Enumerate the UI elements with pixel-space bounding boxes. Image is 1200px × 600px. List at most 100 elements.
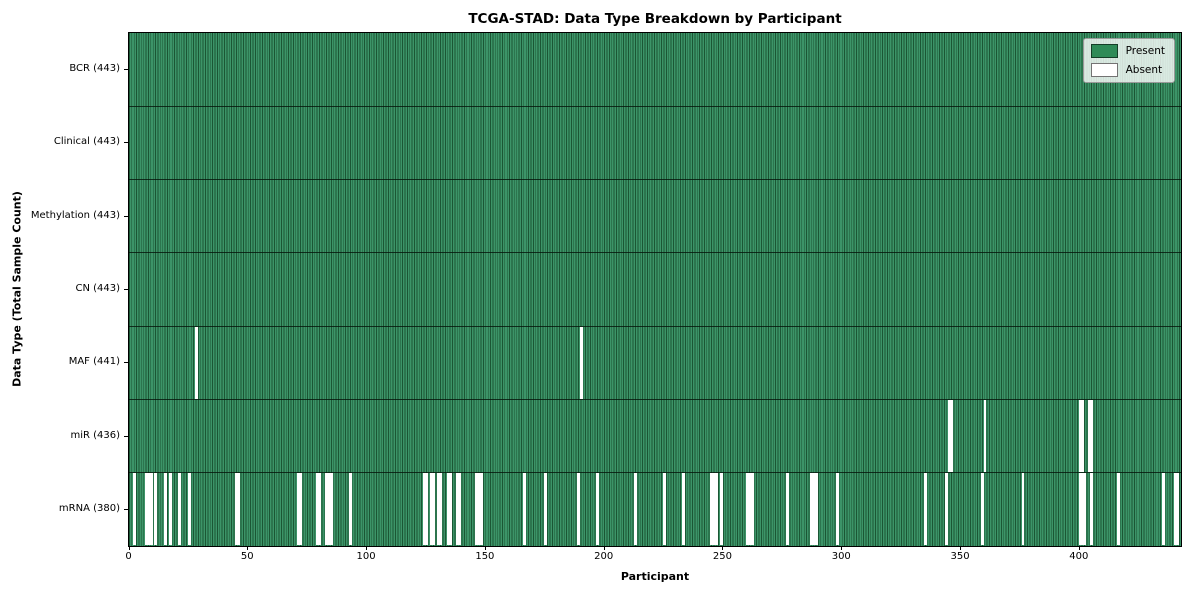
x-tick-label-200: 200 xyxy=(594,551,614,562)
y-tick-mark xyxy=(123,142,128,144)
absent-bar-mRNA-401 xyxy=(1080,473,1084,546)
absent-bar-miR-404 xyxy=(1088,400,1091,473)
y-tick-label-mRNA: mRNA (380) xyxy=(58,502,120,514)
x-axis-title: Participant xyxy=(620,570,690,583)
absent-bar-mRNA-93 xyxy=(349,473,353,546)
x-tick-label-250: 250 xyxy=(712,551,732,562)
plot-area: Present Absent xyxy=(127,32,1182,547)
absent-bar-mRNA-189 xyxy=(577,473,581,546)
row-separator xyxy=(128,472,1181,474)
absent-bar-mRNA-249 xyxy=(719,473,723,546)
x-tick-mark xyxy=(247,546,249,550)
y-tick-mark xyxy=(123,69,128,71)
absent-bar-mRNA-135 xyxy=(448,473,452,546)
absent-bar-mRNA-17 xyxy=(168,473,172,546)
absent-bar-mRNA-2 xyxy=(132,473,136,546)
y-tick-mark xyxy=(123,362,128,364)
absent-bar-mRNA-21 xyxy=(178,473,182,546)
absent-bar-mRNA-246 xyxy=(712,473,716,546)
y-tick-mark xyxy=(123,435,128,437)
absent-bar-mRNA-233 xyxy=(681,473,685,546)
absent-bar-MAF-190 xyxy=(579,326,583,399)
x-tick-mark xyxy=(603,546,605,550)
x-tick-mark xyxy=(128,546,130,550)
absent-bar-mRNA-148 xyxy=(479,473,483,546)
y-tick-label-Clinical: Clinical (443) xyxy=(53,136,120,148)
y-tick-label-miR: miR (436) xyxy=(70,429,120,441)
x-tick-mark xyxy=(722,546,724,550)
absent-bar-miR-401 xyxy=(1080,400,1084,473)
row-separator xyxy=(128,252,1181,254)
absent-bar-miR-345 xyxy=(947,400,951,473)
absent-bar-mRNA-225 xyxy=(662,473,666,546)
absent-bar-mRNA-245 xyxy=(710,473,714,546)
absent-bar-mRNA-335 xyxy=(924,473,928,546)
absent-bar-mRNA-402 xyxy=(1083,473,1087,546)
absent-bar-mRNA-131 xyxy=(439,473,443,546)
absent-bar-MAF-28 xyxy=(194,326,198,399)
legend-entry-absent: Absent xyxy=(1090,63,1165,77)
absent-bar-mRNA-247 xyxy=(715,473,718,546)
absent-bar-mRNA-213 xyxy=(634,473,638,546)
legend-swatch-present xyxy=(1090,44,1118,58)
absent-bar-mRNA-288 xyxy=(812,473,816,546)
absent-bar-mRNA-260 xyxy=(745,473,749,546)
absent-bar-mRNA-197 xyxy=(596,473,600,546)
legend-entry-present: Present xyxy=(1090,44,1165,58)
absent-bar-mRNA-287 xyxy=(810,473,814,546)
legend-swatch-absent xyxy=(1090,63,1118,77)
legend-label: Present xyxy=(1125,45,1165,57)
absent-bar-mRNA-7 xyxy=(144,473,148,546)
absent-bar-mRNA-25 xyxy=(187,473,191,546)
absent-bar-mRNA-85 xyxy=(330,473,334,546)
x-tick-label-400: 400 xyxy=(1069,551,1089,562)
absent-bar-mRNA-289 xyxy=(814,473,818,546)
absent-bar-mRNA-344 xyxy=(945,473,949,546)
absent-bar-mRNA-261 xyxy=(748,473,752,546)
absent-bar-mRNA-80 xyxy=(318,473,322,546)
absent-bar-mRNA-130 xyxy=(437,473,441,546)
x-tick-mark xyxy=(960,546,962,550)
x-tick-label-50: 50 xyxy=(240,551,254,562)
row-separator xyxy=(128,179,1181,181)
absent-bar-mRNA-139 xyxy=(458,473,462,546)
y-tick-label-CN: CN (443) xyxy=(75,283,120,294)
absent-bar-mRNA-46 xyxy=(237,473,241,546)
row-separator xyxy=(128,325,1181,327)
absent-bar-miR-360 xyxy=(983,400,987,473)
absent-bar-mRNA-298 xyxy=(836,473,840,546)
y-tick-label-BCR: BCR (443) xyxy=(69,63,120,75)
absent-bar-mRNA-15 xyxy=(163,473,167,546)
absent-bar-mRNA-262 xyxy=(750,473,754,546)
absent-bar-mRNA-416 xyxy=(1116,473,1120,546)
chart-title: TCGA-STAD: Data Type Breakdown by Partic… xyxy=(468,11,842,27)
absent-bar-mRNA-441 xyxy=(1175,473,1179,546)
absent-bar-mRNA-146 xyxy=(475,473,479,546)
absent-bar-mRNA-11 xyxy=(154,473,158,546)
absent-bar-mRNA-440 xyxy=(1173,473,1177,546)
absent-bar-mRNA-435 xyxy=(1161,473,1165,546)
absent-bar-mRNA-128 xyxy=(432,473,436,546)
y-tick-label-Methylation: Methylation (443) xyxy=(30,209,120,221)
absent-bar-mRNA-8 xyxy=(147,473,151,546)
x-tick-label-150: 150 xyxy=(475,551,495,562)
y-tick-label-MAF: MAF (441) xyxy=(68,356,120,368)
absent-bar-mRNA-400 xyxy=(1078,473,1082,546)
absent-bar-miR-346 xyxy=(950,400,954,473)
y-tick-mark xyxy=(123,508,128,510)
absent-bar-miR-400 xyxy=(1078,400,1082,473)
absent-bar-mRNA-405 xyxy=(1090,473,1094,546)
row-separator xyxy=(128,105,1181,107)
absent-bar-mRNA-84 xyxy=(327,473,331,546)
absent-bar-mRNA-138 xyxy=(456,473,460,546)
y-tick-mark xyxy=(123,215,128,217)
absent-bar-mRNA-359 xyxy=(981,473,985,546)
absent-bar-mRNA-125 xyxy=(425,473,429,546)
x-tick-mark xyxy=(366,546,368,550)
absent-bar-mRNA-45 xyxy=(235,473,239,546)
absent-bar-mRNA-83 xyxy=(325,473,329,546)
x-tick-label-100: 100 xyxy=(356,551,376,562)
absent-bar-mRNA-376 xyxy=(1021,473,1025,546)
absent-bar-mRNA-9 xyxy=(149,473,153,546)
